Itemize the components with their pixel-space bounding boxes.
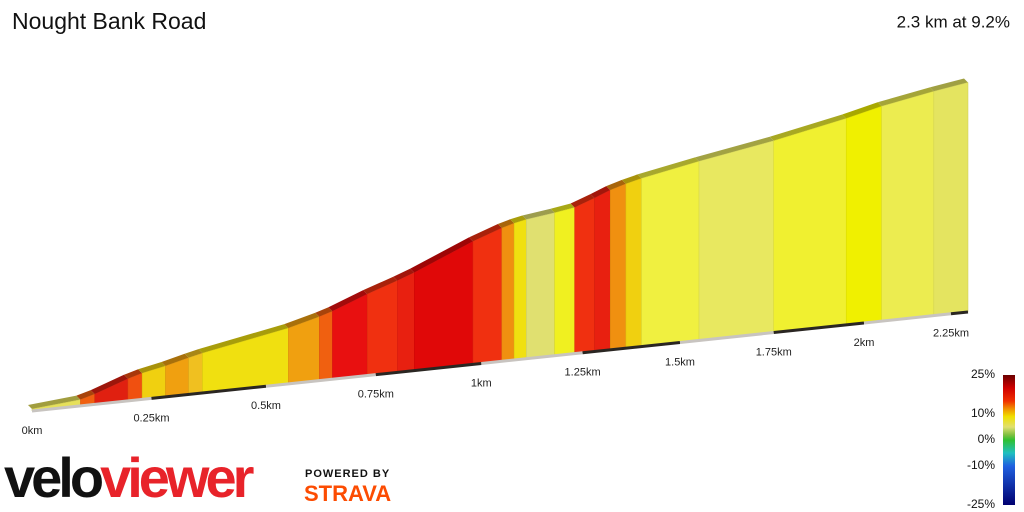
profile-top (161, 353, 189, 367)
profile-top (28, 395, 81, 409)
profile-top (877, 87, 934, 107)
profile-top (284, 312, 320, 329)
profile-segment (625, 178, 642, 349)
profile (28, 78, 969, 412)
profile-segment (513, 219, 527, 361)
profile-top (410, 237, 473, 273)
profile-top (590, 186, 611, 199)
profile-segment (554, 207, 575, 357)
subtitle: 2.3 km at 9.2% (897, 12, 1010, 31)
x-tick-label: 1.25km (565, 367, 601, 379)
profile-segment (574, 197, 595, 354)
axis-stripe (863, 312, 952, 325)
profile-top (637, 157, 700, 179)
profile-top (570, 194, 595, 208)
profile-segment (609, 183, 627, 351)
axis-stripe (151, 384, 267, 400)
colorbar-tick-label: 0% (978, 432, 996, 446)
profile-segment (397, 272, 415, 373)
powered-by: POWERED BY (305, 468, 390, 480)
x-tick-label: 1.5km (665, 356, 695, 368)
axis-stripe (950, 310, 969, 316)
logo-part: viewer (100, 446, 254, 509)
profile-top (184, 349, 203, 358)
x-tick-label: 2km (854, 337, 875, 349)
profile-segment (773, 118, 847, 333)
axis-stripe (375, 361, 482, 377)
logo-part: velo (4, 446, 103, 509)
profile-top (842, 102, 882, 119)
profile-top (769, 114, 847, 141)
x-tick-label: 1.75km (756, 346, 792, 358)
profile-top (328, 290, 368, 312)
x-tick-label: 0km (22, 425, 43, 437)
colorbar-tick-label: -25% (967, 497, 995, 511)
profile-top (76, 390, 95, 400)
profile-top (198, 324, 289, 354)
profile-top (606, 179, 626, 191)
profile-top (315, 307, 333, 317)
profile-top (510, 215, 527, 224)
colorbar-tick-label: 25% (971, 367, 995, 381)
colorbar-tick-label: -10% (967, 458, 995, 472)
x-tick-label: 0.5km (251, 400, 281, 412)
profile-segment (526, 212, 555, 359)
profile-segment (698, 140, 774, 341)
profile-segment (881, 90, 935, 322)
colorbar (1003, 375, 1015, 505)
profile-top (497, 219, 515, 229)
profile-top (363, 276, 398, 295)
profile-top (124, 369, 143, 379)
profile-top (550, 203, 575, 213)
profile-segment (501, 222, 515, 362)
logo: veloviewer (4, 446, 254, 509)
axis-stripe (582, 340, 681, 355)
profile-segment (845, 105, 882, 326)
x-tick-label: 0.25km (133, 412, 169, 424)
profile-top (695, 136, 774, 162)
profile-segment (414, 240, 474, 371)
profile-segment (319, 310, 333, 381)
profile-top (393, 268, 415, 281)
profile-top (929, 78, 968, 92)
profile-top (90, 374, 128, 395)
profile-segment (188, 352, 203, 395)
axis-stripe (773, 321, 865, 335)
profile-segment (594, 189, 611, 352)
profile-top (138, 362, 166, 374)
profile-segment (933, 82, 969, 316)
profile-top (522, 208, 555, 220)
x-tick-label: 0.75km (358, 389, 394, 401)
colorbar-labels: 25% 10% 0% -10% -25% (967, 367, 995, 511)
x-tick-label: 2.25km (933, 328, 969, 340)
profile-segment (641, 160, 700, 347)
colorbar-tick-label: 10% (971, 406, 995, 420)
axis-stripe (265, 373, 376, 388)
axis-stripe (31, 396, 152, 413)
axis-stripe (481, 351, 583, 365)
chart-title: Nought Bank Road (12, 8, 206, 34)
profile-segment (366, 280, 398, 376)
profile-top (469, 224, 502, 242)
profile-top (621, 174, 642, 184)
profile-segment (472, 227, 503, 365)
strava-logo: STRAVA (304, 481, 391, 506)
axis-stripe (679, 331, 774, 344)
profile-segment (288, 316, 320, 385)
x-tick-label: 1km (471, 377, 492, 389)
x-axis: 0km 0.25km 0.5km 0.75km 1km 1.25km 1.5km 1.75km… (22, 310, 969, 437)
